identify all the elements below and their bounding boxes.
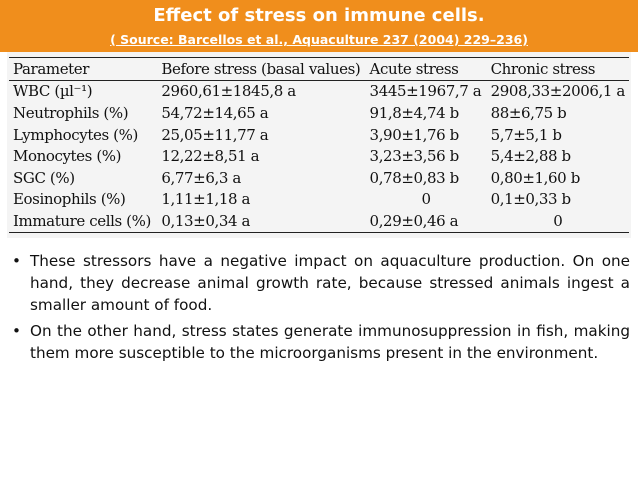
cell-parameter: WBC (µl⁻¹) — [13, 82, 93, 101]
cell-parameter: Lymphocytes (%) — [13, 125, 138, 144]
cell-acute-stress: 91,8±4,74 b — [369, 103, 460, 122]
cell-parameter: Immature cells (%) — [13, 211, 151, 230]
bullet-list: • These stressors have a negative impact… — [12, 250, 630, 368]
bullet-text: These stressors have a negative impact o… — [30, 252, 630, 314]
immune-cells-table: Parameter Before stress (basal values) A… — [9, 57, 629, 233]
cell-acute-stress: 0 — [421, 190, 431, 209]
cell-before-stress: 6,77±6,3 a — [161, 168, 241, 187]
column-header-acute-stress: Acute stress — [369, 59, 459, 78]
cell-parameter: Monocytes (%) — [13, 147, 122, 166]
cell-acute-stress: 3,90±1,76 b — [369, 125, 460, 144]
cell-acute-stress: 0,78±0,83 b — [369, 168, 460, 187]
cell-before-stress: 2960,61±1845,8 a — [161, 82, 296, 101]
bullet-dot-icon: • — [12, 252, 21, 270]
slide-title: Effect of stress on immune cells. — [153, 5, 485, 26]
column-header-before-stress: Before stress (basal values) — [161, 59, 361, 78]
cell-parameter: Eosinophils (%) — [13, 190, 126, 209]
column-header-chronic-stress: Chronic stress — [490, 59, 596, 78]
cell-chronic-stress: 0,1±0,33 b — [490, 190, 572, 209]
bullet-item: • On the other hand, stress states gener… — [12, 320, 630, 364]
bullet-dot-icon: • — [12, 322, 21, 340]
cell-chronic-stress: 0,80±1,60 b — [490, 168, 581, 187]
cell-before-stress: 12,22±8,51 a — [161, 147, 260, 166]
cell-chronic-stress: 5,7±5,1 b — [490, 125, 562, 144]
table-row: Neutrophils (%) 54,72±14,65 a 91,8±4,74 … — [9, 102, 629, 124]
cell-chronic-stress: 88±6,75 b — [490, 103, 567, 122]
table-row: Monocytes (%) 12,22±8,51 a 3,23±3,56 b 5… — [9, 145, 629, 167]
cell-before-stress: 0,13±0,34 a — [161, 211, 251, 230]
cell-before-stress: 25,05±11,77 a — [161, 125, 269, 144]
cell-before-stress: 1,11±1,18 a — [161, 190, 251, 209]
cell-acute-stress: 0,29±0,46 a — [369, 211, 459, 230]
cell-chronic-stress: 2908,33±2006,1 a — [490, 82, 626, 101]
table-row: SGC (%) 6,77±6,3 a 0,78±0,83 b 0,80±1,60… — [9, 167, 629, 189]
data-table-image: Parameter Before stress (basal values) A… — [7, 52, 631, 238]
slide-header: Effect of stress on immune cells. ( Sour… — [0, 0, 638, 52]
cell-acute-stress: 3445±1967,7 a — [369, 82, 482, 101]
source-citation: ( Source: Barcellos et al., Aquaculture … — [110, 32, 528, 47]
table-row: Lymphocytes (%) 25,05±11,77 a 3,90±1,76 … — [9, 124, 629, 146]
cell-before-stress: 54,72±14,65 a — [161, 103, 269, 122]
table-row: Eosinophils (%) 1,11±1,18 a 0 0,1±0,33 b — [9, 189, 629, 211]
table-row: Immature cells (%) 0,13±0,34 a 0,29±0,46… — [9, 210, 629, 233]
bullet-item: • These stressors have a negative impact… — [12, 250, 630, 316]
cell-chronic-stress: 5,4±2,88 b — [490, 147, 572, 166]
bullet-text: On the other hand, stress states generat… — [30, 322, 630, 362]
cell-acute-stress: 3,23±3,56 b — [369, 147, 460, 166]
cell-chronic-stress: 0 — [553, 211, 563, 230]
column-header-parameter: Parameter — [13, 59, 90, 78]
table-header-row: Parameter Before stress (basal values) A… — [9, 57, 629, 81]
cell-parameter: Neutrophils (%) — [13, 103, 129, 122]
cell-parameter: SGC (%) — [13, 168, 75, 187]
table-row: WBC (µl⁻¹) 2960,61±1845,8 a 3445±1967,7 … — [9, 80, 629, 102]
